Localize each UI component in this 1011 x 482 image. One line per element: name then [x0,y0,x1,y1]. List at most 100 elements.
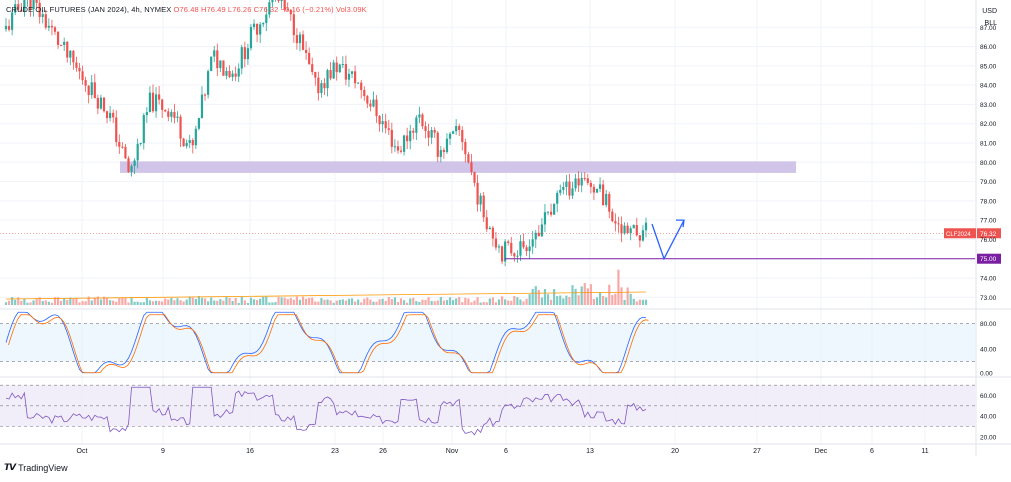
volume-bar [402,300,406,305]
volume-bar [614,293,617,305]
currency-block[interactable]: USD BLL [982,6,997,30]
candle-body [69,50,72,58]
volume-bar [75,298,78,305]
candle-body [638,235,641,241]
stoch-tick-label: 0.00 [980,371,993,378]
candle-body [559,189,562,193]
price-tick-label: 76.00 [980,237,997,244]
candle-body [458,126,461,131]
candle-body [543,212,547,225]
candle-body [222,60,225,76]
currency-label[interactable]: USD [982,8,997,15]
candle-body [335,62,338,73]
projection-arrow [651,219,685,261]
candle-body [7,26,11,30]
candle-body [540,224,543,237]
volume-bar [467,298,470,305]
volume-bar [105,297,109,305]
volume-bar [109,300,112,305]
candle-body [500,246,504,262]
grid [0,0,975,444]
candle-body [228,70,231,77]
time-axis: Oct 9 16 23 26 Nov 6 13 20 27 Dec 6 11 [77,448,929,455]
volume-bar [412,297,415,305]
volume-bar [56,297,60,305]
candle-body [448,133,452,139]
brand[interactable]: 𝙏𝙑 TradingView [4,462,68,473]
time-tick-label: 27 [753,448,761,455]
volume-bar [565,295,568,305]
volume-bar [90,300,93,305]
last-price-tag [977,228,1001,239]
volume-bar [589,284,592,305]
volume-bar [320,298,323,305]
candle-body [556,192,559,204]
candle-body [56,31,60,45]
candle-body [623,225,626,234]
candle-body [445,138,449,153]
volume-bar [225,296,228,305]
candle-body [402,135,406,152]
candle-body [237,68,240,77]
candle-body [415,117,418,133]
volume-bar [4,302,8,305]
tradingview-logo-icon: 𝙏𝙑 [4,462,16,472]
volume-bar [277,297,280,305]
volume-bar [148,300,152,305]
volume-bar [234,297,237,305]
candle-body [614,221,617,224]
candle-body [476,182,479,205]
stoch-tick-label: 40.00 [980,346,997,353]
candle-body [109,112,112,119]
volume-bar [136,301,139,305]
candle-body [595,188,599,193]
volume-bar [265,296,268,305]
candle-body [118,141,121,147]
candle-body [115,117,118,142]
candle-body [602,184,605,206]
volume-bar [191,297,194,305]
volume-bar [41,301,44,305]
volume-bar [164,298,167,305]
volume-bar [393,297,396,305]
panes [0,0,1011,456]
candle-body [99,97,103,109]
price-tick-label: 83.00 [980,102,997,109]
volume-bar [611,295,614,305]
candle-body [84,80,87,86]
candle-body [127,158,130,172]
rsi-tick-label: 60.00 [980,393,997,400]
candle-body [14,4,17,13]
candle-body [240,47,243,69]
volume-bar [641,299,645,305]
candle-body [289,9,292,15]
volume-bar [72,298,75,305]
volume-bar [448,297,452,305]
volume-bar [482,301,485,305]
candle-body [249,27,253,49]
candle-body [485,217,488,230]
volume-bar [598,292,602,305]
price-tick-label: 74.00 [980,276,997,283]
candle-body [63,41,66,46]
candle-body [277,0,280,2]
candle-body [549,211,553,215]
volume-bar [497,299,501,305]
volume-bar [115,301,118,305]
volume-bar [632,298,635,305]
stoch-band [0,323,975,362]
volume-bar [243,300,246,305]
volume-bar [549,299,553,305]
volume-bar [635,301,638,305]
volume-bar [424,299,427,305]
volume-bar [464,297,467,305]
volume-bar [127,302,130,305]
candle-body [87,85,90,95]
volume-bar [494,302,498,305]
volume-bar [124,297,127,305]
price-tick-label: 81.00 [980,141,997,148]
arrow-head-icon [676,219,685,228]
brand-name: TradingView [18,462,68,473]
